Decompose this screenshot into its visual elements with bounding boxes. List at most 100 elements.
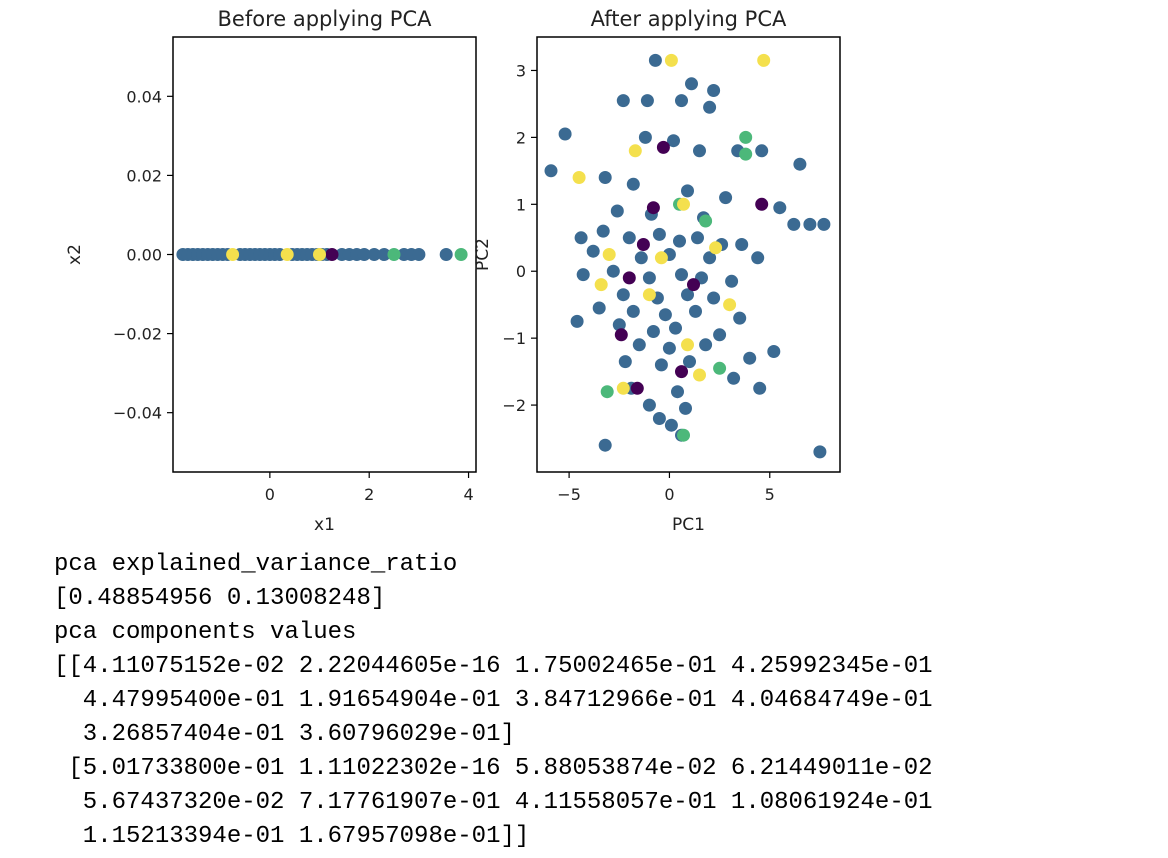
x-tick-label: 5 <box>765 485 775 504</box>
data-point-blue <box>598 171 612 184</box>
data-point-blue <box>652 227 666 241</box>
output-line: pca explained_variance_ratio <box>54 551 458 578</box>
data-point-blue <box>703 251 717 265</box>
data-point-blue <box>803 217 817 231</box>
data-point-purple <box>656 140 670 154</box>
data-point-blue <box>642 271 656 285</box>
data-point-yellow <box>642 288 656 302</box>
data-point-yellow <box>709 241 723 255</box>
data-point-purple <box>687 278 700 292</box>
y-axis-label: x2 <box>65 244 85 265</box>
output-line: [[4.11075152e-02 2.22044605e-16 1.750024… <box>54 653 933 680</box>
data-point-blue <box>793 157 807 171</box>
output-line: 1.15213394e-01 1.67957098e-01]] <box>54 823 530 850</box>
x-tick-label: −5 <box>557 485 581 504</box>
output-line: [0.48854956 0.13008248] <box>54 585 386 612</box>
data-point-yellow <box>677 197 690 211</box>
data-point-blue <box>574 231 588 245</box>
data-point-blue <box>751 251 765 265</box>
data-point-blue <box>622 231 636 245</box>
data-point-blue <box>596 224 610 238</box>
output-line: pca components values <box>54 619 357 646</box>
data-point-blue <box>735 238 749 251</box>
data-point-blue <box>576 268 590 282</box>
data-point-blue <box>662 341 676 355</box>
y-tick-label: −2 <box>502 396 526 415</box>
data-point-purple <box>622 271 636 285</box>
data-point-blue <box>743 351 757 365</box>
y-tick-label: 0.00 <box>126 246 162 265</box>
data-point-blue <box>675 268 688 282</box>
data-point-blue <box>675 94 688 108</box>
data-point-green <box>454 248 468 261</box>
data-point-blue <box>669 321 682 335</box>
data-point-blue <box>616 288 630 302</box>
scatter-points <box>176 248 468 261</box>
data-point-blue <box>685 77 698 91</box>
y-tick-label: 0 <box>516 262 526 281</box>
x-tick-label: 0 <box>664 485 674 504</box>
data-point-blue <box>753 381 767 395</box>
data-point-blue <box>755 144 769 158</box>
chart-title: After applying PCA <box>591 7 787 31</box>
data-point-blue <box>767 345 781 358</box>
data-point-blue <box>616 94 630 108</box>
data-point-blue <box>652 412 666 425</box>
data-point-blue <box>679 401 692 415</box>
data-point-yellow <box>313 248 326 261</box>
y-axis: 3 2 1 0 −1 −2 <box>502 61 537 415</box>
output-line: [5.01733800e-01 1.11022302e-16 5.8805387… <box>54 755 933 782</box>
data-point-blue <box>707 84 721 97</box>
data-point-blue <box>719 191 733 205</box>
output-line: 5.67437320e-02 7.17761907e-01 4.11558057… <box>54 789 933 816</box>
data-point-blue <box>626 304 640 318</box>
data-point-yellow <box>681 338 694 352</box>
data-point-blue <box>813 445 827 459</box>
data-point-green <box>387 248 401 261</box>
data-point-blue <box>733 311 747 325</box>
y-tick-label: 2 <box>516 128 526 147</box>
data-point-purple <box>755 197 769 211</box>
data-point-blue <box>586 244 600 258</box>
y-tick-label: −0.02 <box>113 325 162 344</box>
x-tick-label: 2 <box>364 485 374 504</box>
data-point-yellow <box>664 53 678 67</box>
data-point-blue <box>646 325 660 338</box>
data-point-yellow <box>693 368 706 382</box>
y-tick-label: 0.02 <box>126 166 162 185</box>
data-point-blue <box>610 204 624 218</box>
data-point-blue <box>377 248 391 261</box>
y-tick-label: 3 <box>516 61 526 80</box>
data-point-blue <box>703 100 717 114</box>
x-axis-label: x1 <box>314 515 335 535</box>
data-point-green <box>739 130 753 144</box>
data-point-blue <box>357 248 371 261</box>
data-point-blue <box>544 164 558 178</box>
data-point-yellow <box>757 53 771 67</box>
x-axis: 0 2 4 <box>265 472 474 504</box>
data-point-blue <box>681 288 694 302</box>
output-line: 4.47995400e-01 1.91654904e-01 3.84712966… <box>54 687 933 714</box>
data-point-green <box>713 361 727 375</box>
plot-frame <box>536 36 841 473</box>
data-point-purple <box>646 201 660 215</box>
data-point-blue <box>699 338 713 352</box>
data-point-yellow <box>280 248 294 261</box>
data-point-green <box>600 385 614 399</box>
data-point-blue <box>558 127 572 141</box>
x-axis-label: PC1 <box>672 515 705 535</box>
figure: 0 2 4 0.04 0.02 0.00 −0.02 −0.04 Before applyi… <box>65 7 841 535</box>
chart-title: Before applying PCA <box>218 7 433 31</box>
data-point-blue <box>817 217 831 231</box>
data-point-yellow <box>654 251 668 265</box>
scatter-points <box>544 53 831 459</box>
data-point-blue <box>683 355 696 369</box>
data-point-yellow <box>226 248 240 261</box>
x-axis: −5 0 5 <box>557 472 775 504</box>
data-point-blue <box>632 338 646 352</box>
data-point-blue <box>707 291 721 305</box>
data-point-purple <box>636 238 650 251</box>
data-point-blue <box>612 318 626 332</box>
data-point-blue <box>634 251 648 265</box>
y-axis: 0.04 0.02 0.00 −0.02 −0.04 <box>113 87 173 423</box>
